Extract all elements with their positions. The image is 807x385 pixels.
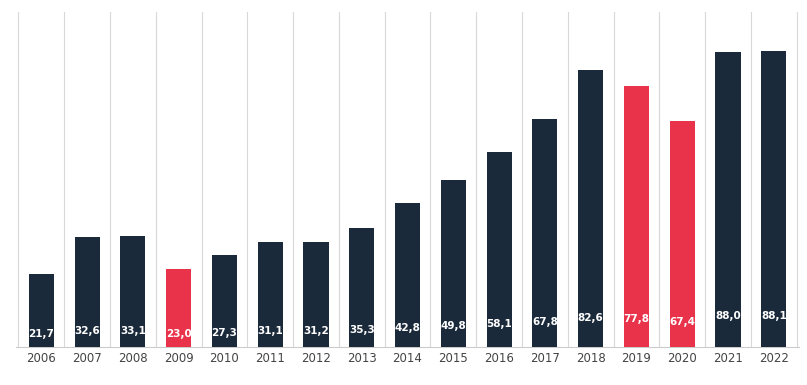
Text: 67,8: 67,8 [532, 316, 558, 326]
Text: 58,1: 58,1 [486, 319, 512, 329]
Bar [578, 70, 603, 347]
Text: 67,4: 67,4 [669, 317, 695, 327]
Text: 21,7: 21,7 [28, 329, 54, 339]
Text: 33,1: 33,1 [120, 326, 146, 336]
Text: 27,3: 27,3 [211, 328, 237, 338]
Bar [715, 52, 741, 346]
Bar [349, 228, 374, 346]
Text: 82,6: 82,6 [578, 313, 604, 323]
Text: 49,8: 49,8 [441, 321, 466, 331]
Text: 23,0: 23,0 [165, 329, 191, 339]
Bar [120, 236, 145, 346]
Bar [487, 152, 512, 346]
Bar [395, 203, 420, 346]
Bar [761, 52, 786, 346]
Bar [624, 86, 649, 347]
Bar [74, 237, 100, 346]
Text: 88,0: 88,0 [715, 311, 741, 321]
Text: 77,8: 77,8 [624, 314, 650, 324]
Text: 32,6: 32,6 [74, 326, 100, 336]
Text: 31,2: 31,2 [303, 326, 329, 336]
Bar [303, 242, 328, 346]
Text: 42,8: 42,8 [395, 323, 420, 333]
Bar [166, 270, 191, 346]
Text: 31,1: 31,1 [257, 326, 283, 336]
Bar [441, 180, 466, 346]
Text: 88,1: 88,1 [761, 311, 787, 321]
Bar [29, 274, 54, 346]
Bar [533, 119, 558, 346]
Bar [211, 255, 237, 346]
Text: 35,3: 35,3 [349, 325, 374, 335]
Bar [257, 242, 282, 346]
Bar [670, 121, 695, 347]
